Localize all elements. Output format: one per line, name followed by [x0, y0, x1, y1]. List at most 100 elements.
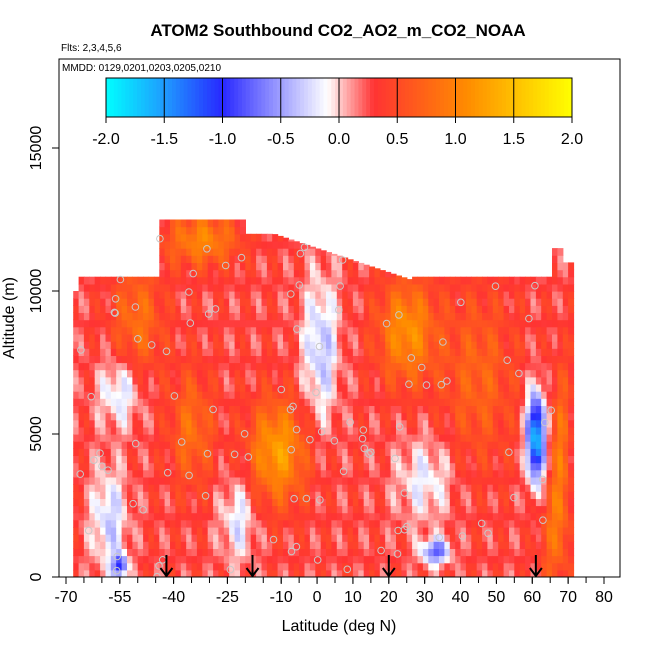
heatmap-cell [89, 355, 96, 364]
heatmap-cell [256, 498, 263, 507]
heatmap-cell [223, 298, 230, 306]
heatmap-cell [385, 541, 392, 549]
heatmap-cell [498, 305, 505, 313]
heatmap-cell [73, 383, 80, 392]
heatmap-cell [358, 369, 365, 378]
colorbar-swatch [175, 78, 181, 117]
heatmap-cell [525, 541, 532, 549]
heatmap-cell [406, 498, 413, 507]
heatmap-cell [530, 383, 537, 392]
heatmap-cell [159, 298, 166, 306]
x-tick-label: 40 [452, 589, 470, 606]
heatmap-cell [105, 419, 112, 428]
heatmap-cell [546, 333, 553, 342]
heatmap-cell [422, 505, 429, 514]
heatmap-cell [471, 398, 478, 406]
heatmap-cell [266, 476, 273, 485]
heatmap-cell [433, 391, 440, 399]
heatmap-cell [78, 476, 85, 485]
heatmap-cell [444, 569, 451, 577]
heatmap-cell [137, 319, 144, 328]
heatmap-cell [272, 319, 279, 328]
heatmap-cell [288, 434, 295, 442]
heatmap-cell [148, 491, 155, 499]
heatmap-cell [358, 269, 365, 278]
heatmap-cell [503, 448, 510, 456]
heatmap-cell [422, 283, 429, 292]
heatmap-cell [116, 298, 123, 306]
heatmap-cell [535, 383, 542, 392]
heatmap-cell [498, 312, 505, 321]
heatmap-cell [379, 462, 386, 471]
heatmap-cell [514, 383, 521, 392]
heatmap-cell [503, 305, 510, 313]
heatmap-cell [256, 455, 263, 464]
heatmap-cell [471, 341, 478, 349]
heatmap-cell [213, 255, 220, 263]
heatmap-cell [164, 462, 171, 471]
heatmap-cell [105, 305, 112, 313]
heatmap-cell [455, 484, 462, 492]
heatmap-cell [234, 276, 241, 285]
heatmap-cell [568, 426, 575, 435]
heatmap-cell [234, 355, 241, 364]
heatmap-cell [439, 398, 445, 406]
heatmap-cell [89, 333, 96, 342]
heatmap-cell [326, 262, 332, 271]
heatmap-cell [363, 298, 370, 306]
heatmap-cell [196, 476, 203, 485]
heatmap-cell [390, 476, 397, 485]
heatmap-cell [293, 569, 300, 577]
heatmap-cell [153, 476, 160, 485]
heatmap-cell [509, 376, 515, 385]
heatmap-cell [428, 391, 435, 399]
sample-point [296, 249, 305, 258]
heatmap-cell [110, 469, 117, 478]
heatmap-cell [492, 419, 499, 428]
heatmap-cell [191, 519, 198, 528]
heatmap-cell [283, 562, 289, 571]
heatmap-cell [433, 555, 440, 564]
heatmap-cell [552, 534, 558, 542]
heatmap-cell [546, 569, 553, 577]
heatmap-cell [541, 326, 548, 335]
heatmap-cell [568, 355, 575, 364]
colorbar-swatch [560, 78, 565, 117]
heatmap-cell [546, 476, 553, 485]
heatmap-cell [336, 419, 343, 428]
heatmap-cell [89, 555, 96, 564]
heatmap-cell [143, 276, 150, 285]
heatmap-cell [535, 326, 542, 335]
colorbar-swatch [226, 78, 231, 117]
sample-point [221, 261, 230, 270]
heatmap-cell [159, 291, 166, 299]
heatmap-cell [460, 376, 467, 385]
heatmap-cell [498, 491, 505, 499]
heatmap-cell [428, 276, 435, 285]
heatmap-cell [417, 434, 424, 442]
heatmap-cell [127, 476, 133, 485]
heatmap-cell [498, 341, 505, 349]
heatmap-cell [417, 291, 424, 299]
heatmap-cell [352, 283, 359, 292]
sample-point [185, 288, 193, 296]
heatmap-cell [482, 555, 489, 564]
heatmap-cell [320, 519, 327, 528]
heatmap-cell [412, 455, 419, 464]
heatmap-cell [110, 534, 117, 542]
colorbar-swatch [109, 78, 115, 117]
heatmap-cell [180, 240, 187, 249]
heatmap-cell [121, 555, 128, 564]
heatmap-cell [535, 512, 542, 521]
heatmap-cell [299, 262, 306, 271]
sample-point [90, 456, 98, 465]
heatmap-cell [412, 476, 419, 485]
heatmap-cell [304, 555, 311, 564]
heatmap-cell [266, 305, 273, 313]
heatmap-cell [557, 412, 564, 421]
heatmap-cell [240, 405, 246, 414]
heatmap-cell [347, 355, 354, 364]
heatmap-cell [245, 434, 252, 442]
heatmap-cell [396, 484, 402, 492]
heatmap-cell [347, 562, 354, 571]
